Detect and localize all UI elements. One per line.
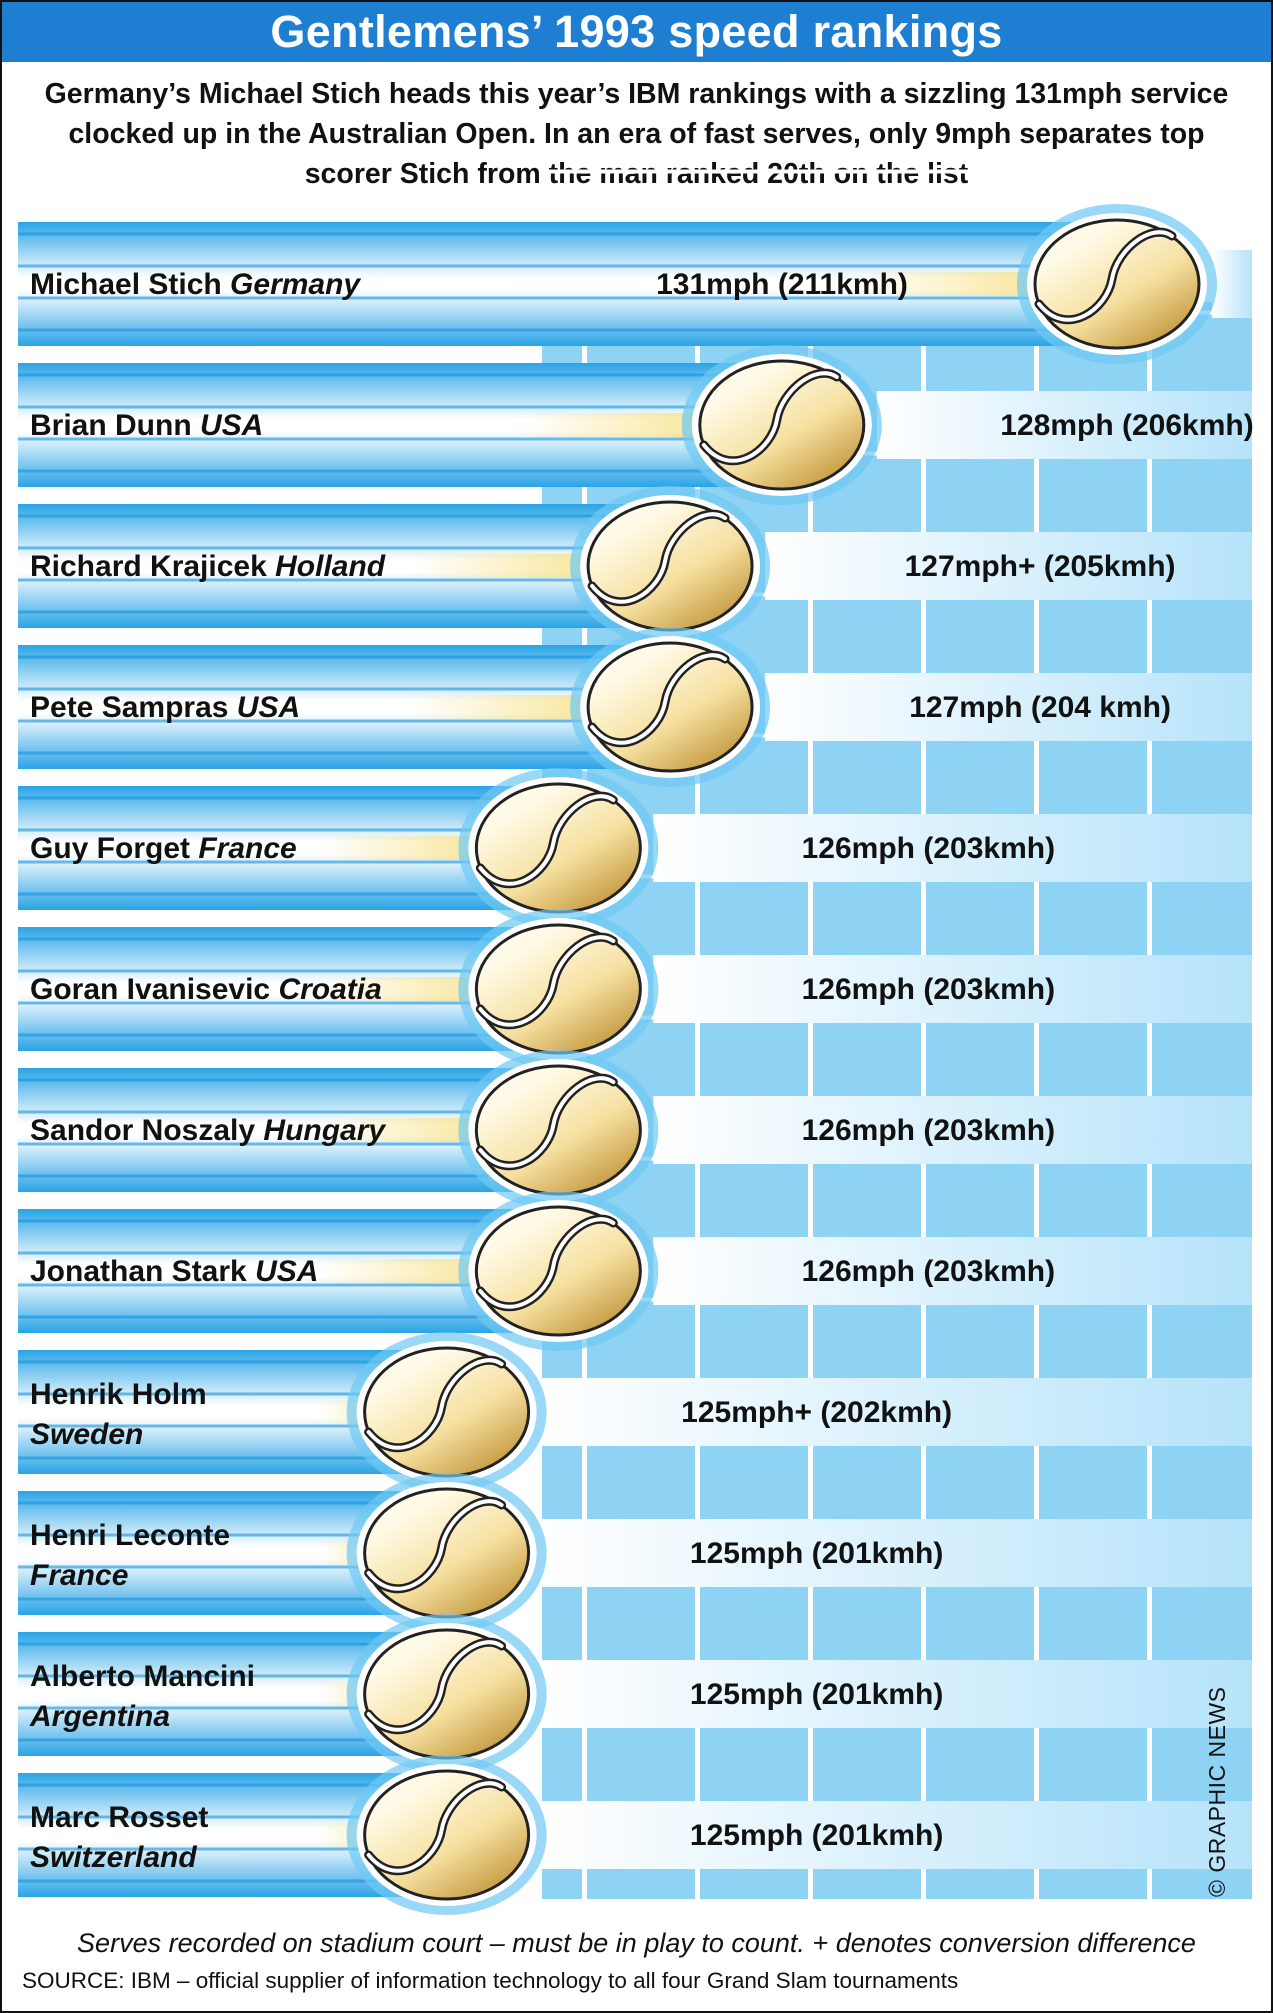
player-label: Michael Stich Germany	[30, 268, 361, 301]
bar-row-4: Pete Sampras USA 127mph (204 kmh)	[18, 627, 1252, 787]
player-name: Sandor Noszaly	[30, 1114, 255, 1147]
player-country: USA	[192, 409, 264, 442]
speed-value-label: 126mph (203kmh)	[802, 1255, 1055, 1288]
bar-row-6: Goran Ivanisevic Croatia 126mph (203kmh)	[18, 909, 1252, 1069]
tennis-ball-icon	[458, 1050, 659, 1210]
bar-row-8: Jonathan Stark USA 126mph (203kmh)	[18, 1191, 1252, 1351]
player-country: USA	[247, 1255, 319, 1288]
player-country: Holland	[267, 550, 386, 583]
tennis-ball-icon	[1017, 204, 1217, 364]
player-country: Germany	[222, 268, 362, 301]
bar-row-10: Henri Leconte France 125mph (201kmh)	[18, 1473, 1252, 1633]
speed-value-label: 127mph+ (205kmh)	[905, 550, 1176, 583]
bar-row-1: Michael Stich Germany 131mph (211kmh)	[18, 204, 1252, 364]
player-country: Switzerland	[30, 1841, 197, 1874]
player-label: Alberto Mancini Argentina	[29, 1660, 255, 1733]
intro-text: Germany’s Michael Stich heads this year’…	[44, 78, 1229, 190]
bar-row-9: Henrik Holm Sweden 125mph+ (202kmh)	[18, 1332, 1252, 1492]
tennis-ball-icon	[458, 909, 659, 1069]
player-label: Marc Rosset Switzerland	[30, 1801, 208, 1874]
tennis-ball-icon	[346, 1614, 547, 1774]
player-country: Hungary	[255, 1114, 386, 1147]
speed-value-label: 127mph (204 kmh)	[909, 691, 1171, 724]
tennis-ball-icon	[458, 1191, 659, 1351]
player-name: Henrik Holm	[30, 1378, 207, 1411]
player-label: Goran Ivanisevic Croatia	[30, 973, 382, 1006]
speed-value-label: 125mph (201kmh)	[690, 1537, 943, 1570]
player-name: Pete Sampras	[30, 691, 228, 724]
player-label: Guy Forget France	[30, 832, 297, 865]
player-label: Henrik Holm Sweden	[30, 1378, 207, 1451]
player-name: Henri Leconte	[30, 1519, 230, 1552]
player-label: Brian Dunn USA	[30, 409, 263, 442]
player-label: Sandor Noszaly Hungary	[30, 1114, 386, 1147]
tennis-ball-icon	[458, 768, 659, 928]
player-country: USA	[228, 691, 300, 724]
graphic-news-credit: © GRAPHIC NEWS	[1204, 1686, 1230, 1897]
player-name: Richard Krajicek	[30, 550, 267, 583]
player-name: Goran Ivanisevic	[30, 973, 270, 1006]
tennis-ball-icon	[346, 1473, 547, 1633]
player-label: Henri Leconte France	[30, 1519, 230, 1592]
source-line: SOURCE: IBM – official supplier of infor…	[22, 1968, 959, 1993]
player-name: Marc Rosset	[30, 1801, 208, 1834]
player-country: Sweden	[30, 1418, 143, 1451]
player-name: Alberto Mancini	[30, 1660, 255, 1693]
speed-value-label: 125mph (201kmh)	[690, 1678, 943, 1711]
tennis-ball-icon	[346, 1755, 547, 1915]
player-name: Guy Forget	[30, 832, 190, 865]
tennis-ball-icon	[570, 486, 771, 646]
footnote: Serves recorded on stadium court – must …	[77, 1928, 1196, 1958]
bar-row-5: Guy Forget France 126mph (203kmh)	[18, 768, 1252, 928]
speed-value-label: 125mph (201kmh)	[690, 1819, 943, 1852]
bar-row-3: Richard Krajicek Holland 127mph+ (205kmh)	[18, 486, 1252, 646]
player-name: Michael Stich	[30, 268, 222, 301]
player-label: Jonathan Stark USA	[30, 1255, 318, 1288]
player-country: France	[190, 832, 297, 865]
speed-value-label: 126mph (203kmh)	[802, 1114, 1055, 1147]
bar-row-2: Brian Dunn USA 128mph (206kmh)	[18, 345, 1254, 505]
speed-value-label: 126mph (203kmh)	[802, 973, 1055, 1006]
player-country: Argentina	[29, 1700, 170, 1733]
bar-row-12: Marc Rosset Switzerland 125mph (201kmh)	[18, 1755, 1252, 1915]
player-country: Croatia	[270, 973, 382, 1006]
bar-row-11: Alberto Mancini Argentina 125mph (201kmh)	[18, 1614, 1252, 1774]
chart-title: Gentlemens’ 1993 speed rankings	[2, 2, 1271, 62]
player-label: Pete Sampras USA	[30, 691, 300, 724]
speed-value-label: 128mph (206kmh)	[1000, 409, 1253, 442]
player-name: Brian Dunn	[30, 409, 192, 442]
bar-row-7: Sandor Noszaly Hungary 126mph (203kmh)	[18, 1050, 1252, 1210]
speed-value-label: 126mph (203kmh)	[802, 832, 1055, 865]
player-country: France	[30, 1559, 128, 1592]
tennis-ball-icon	[346, 1332, 547, 1492]
speed-value-label: 131mph (211kmh)	[656, 268, 908, 301]
player-name: Jonathan Stark	[30, 1255, 247, 1288]
tennis-ball-icon	[681, 345, 882, 505]
tennis-ball-icon	[570, 627, 771, 787]
player-label: Richard Krajicek Holland	[30, 550, 386, 583]
speed-value-label: 125mph+ (202kmh)	[681, 1396, 952, 1429]
